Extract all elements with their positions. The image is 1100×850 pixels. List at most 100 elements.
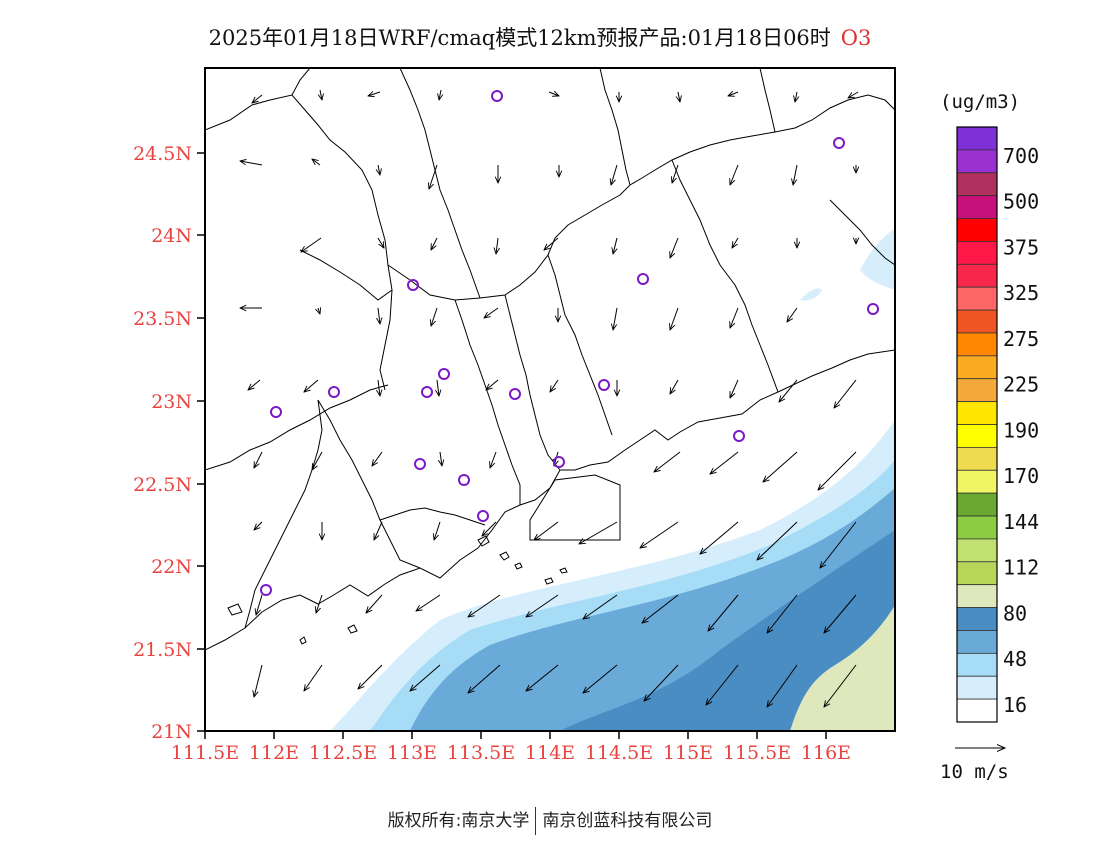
colorbar-segment	[956, 630, 998, 654]
map-title: 2025年01月18日WRF/cmaq模式12km预报产品:01月18日06时 O…	[0, 22, 1080, 52]
site-marker	[598, 379, 610, 391]
wind-arrow	[642, 594, 679, 623]
footer-left: 版权所有:南京大学	[387, 811, 530, 831]
wind-arrow	[767, 664, 798, 707]
wind-field	[240, 89, 859, 707]
colorbar-label: 225	[1003, 373, 1039, 397]
lat-tick-label: 22.5N	[133, 474, 192, 496]
wind-arrow	[654, 451, 681, 472]
colorbar-segment	[956, 584, 998, 608]
wind-arrow	[730, 307, 739, 328]
colorbar-label: 112	[1003, 556, 1039, 580]
wind-arrow	[757, 521, 798, 560]
wind-arrow	[834, 379, 857, 408]
site-marker	[421, 386, 433, 398]
lon-tick-label: 114E	[525, 742, 575, 764]
wind-arrow	[824, 594, 857, 633]
colorbar-segment	[956, 492, 998, 517]
lat-tick-label: 22N	[151, 556, 192, 578]
colorbar-segment	[956, 195, 998, 219]
colorbar-segment	[956, 332, 998, 357]
wind-arrow	[767, 594, 798, 633]
wind-arrow	[710, 451, 739, 474]
lat-tick-label: 23.5N	[133, 308, 192, 330]
wind-arrow	[496, 237, 498, 254]
site-marker	[328, 386, 340, 398]
copyright-footer: 版权所有:南京大学 南京创蓝科技有限公司	[0, 806, 1100, 835]
colorbar-label: 16	[1003, 693, 1027, 717]
wind-arrow	[304, 664, 323, 691]
wind-arrow	[544, 237, 559, 250]
wind-arrow	[366, 594, 383, 613]
wind-arrow	[848, 91, 859, 98]
wind-arrow	[486, 379, 499, 390]
concentration-field	[330, 228, 895, 731]
lon-tick-label: 112.5E	[309, 742, 377, 764]
lat-tick-label: 21.5N	[133, 639, 192, 661]
colorbar-segment	[956, 446, 998, 471]
site-marker	[407, 279, 419, 291]
colorbar: 700 500 375 325 275 225 190 170 144 112 80 48 16	[956, 126, 1039, 723]
lat-tick-label: 24N	[151, 225, 192, 247]
colorbar-unit: (ug/m3)	[940, 91, 1020, 113]
wind-arrow	[301, 237, 322, 252]
wind-arrow	[440, 451, 442, 466]
scale-label: 10 m/s	[940, 761, 1009, 783]
wind-arrow	[316, 594, 323, 613]
wind-arrow	[526, 664, 559, 691]
colorbar-segment	[956, 675, 998, 700]
wind-arrow	[706, 664, 739, 705]
wind-arrow	[613, 237, 617, 254]
wind-arrow	[468, 664, 501, 693]
colorbar-label: 325	[1003, 281, 1039, 305]
wind-arrow	[672, 164, 679, 183]
colorbar-label: 190	[1003, 418, 1039, 442]
wind-arrow	[434, 521, 441, 540]
site-marker	[438, 368, 450, 380]
colorbar-label: 170	[1003, 464, 1039, 488]
wind-arrow	[678, 91, 680, 102]
wind-arrow	[312, 159, 321, 166]
band-ne-16	[860, 228, 895, 290]
wind-arrow	[256, 594, 263, 615]
lon-tick-label: 115E	[663, 742, 713, 764]
wind-arrow	[730, 164, 739, 185]
wind-arrow	[644, 664, 679, 701]
wind-arrow	[378, 307, 380, 324]
lon-tick-label: 114.5E	[585, 742, 653, 764]
colorbar-label: 275	[1003, 327, 1039, 351]
site-marker	[867, 303, 879, 315]
colorbar-label: 144	[1003, 510, 1039, 534]
wind-arrow	[468, 594, 501, 617]
title-species: O3	[840, 26, 872, 50]
site-marker	[260, 584, 272, 596]
footer-divider	[535, 807, 537, 835]
wind-arrow	[820, 521, 857, 568]
colorbar-label: 48	[1003, 647, 1027, 671]
lon-tick-label: 113E	[387, 742, 437, 764]
site-marker	[491, 90, 503, 102]
wind-arrow	[700, 521, 739, 554]
wind-arrow	[728, 92, 739, 96]
footer-right: 南京创蓝科技有限公司	[542, 811, 713, 831]
wind-arrow	[373, 521, 383, 540]
wind-arrow	[248, 379, 261, 390]
colorbar-segment	[956, 515, 998, 540]
wind-arrow	[763, 451, 798, 482]
wind-arrow	[548, 92, 559, 96]
wind-arrow	[439, 89, 441, 100]
site-marker	[553, 456, 565, 468]
wind-arrow	[378, 379, 380, 396]
wind-arrow	[787, 307, 798, 322]
colorbar-segment	[956, 172, 998, 197]
coastline	[205, 68, 895, 651]
wind-arrow	[431, 307, 438, 326]
band-112	[790, 605, 895, 731]
lon-tick-label: 112E	[249, 742, 299, 764]
wind-arrow	[358, 664, 383, 689]
wind-arrow	[670, 379, 679, 394]
colorbar-frame	[956, 126, 998, 723]
colorbar-segment	[956, 607, 998, 631]
colorbar-label: 80	[1003, 601, 1027, 625]
wind-arrow	[368, 92, 381, 96]
